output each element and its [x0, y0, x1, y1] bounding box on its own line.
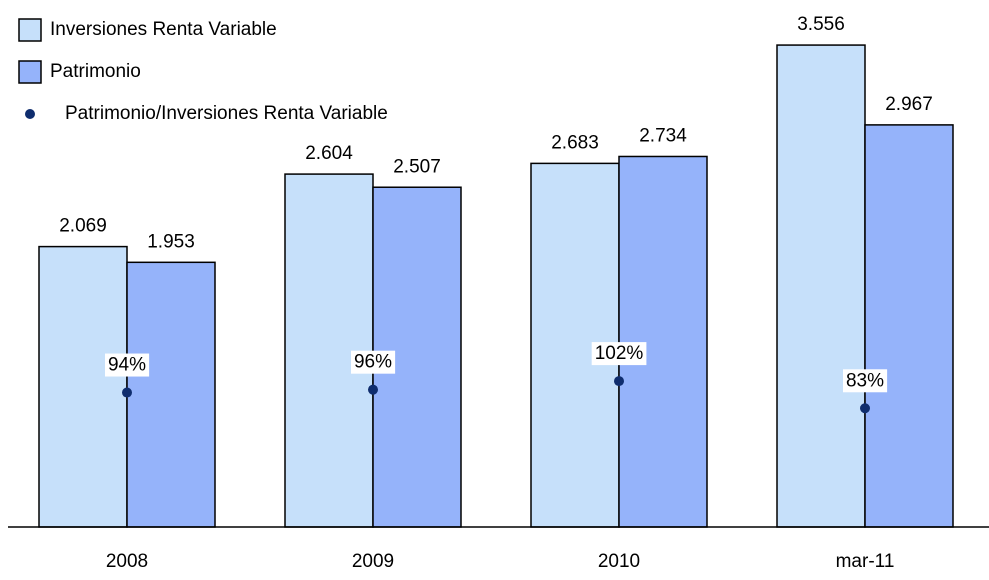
data-label: 83%: [846, 370, 884, 391]
bar: [776, 44, 866, 528]
legend-marker: [18, 60, 42, 84]
bar: [618, 155, 708, 528]
legend-marker: [18, 18, 42, 42]
bar: [864, 124, 954, 528]
data-label: 96%: [354, 352, 392, 373]
legend-marker: [25, 109, 35, 119]
data-label: 2.069: [59, 216, 107, 237]
data-label: 2.967: [885, 94, 933, 115]
data-label-bg: [104, 353, 150, 377]
data-label-bg: [591, 342, 647, 366]
legend-label: Inversiones Renta Variable: [50, 19, 277, 40]
data-label: 102%: [595, 343, 644, 364]
data-label-bg: [842, 369, 888, 393]
x-tick-label: 2008: [106, 551, 148, 572]
data-label: 2.734: [639, 125, 687, 146]
x-tick-label: mar-11: [836, 551, 895, 572]
x-tick-label: 2009: [352, 551, 394, 572]
data-label: 2.604: [305, 143, 353, 164]
bar: [126, 261, 216, 528]
dot: [614, 376, 624, 387]
data-label: 1.953: [147, 231, 195, 252]
data-label: 2.683: [551, 132, 599, 153]
x-tick-label: 2010: [598, 551, 640, 572]
dot: [368, 384, 378, 395]
bar: [284, 173, 374, 528]
data-label: 3.556: [797, 14, 845, 35]
data-label-bg: [350, 350, 396, 374]
dot: [860, 403, 870, 414]
data-label: 2.507: [393, 156, 441, 177]
data-label: 94%: [108, 355, 146, 376]
dot: [122, 387, 132, 398]
legend-label: Patrimonio: [50, 61, 141, 82]
legend-label: Patrimonio/Inversiones Renta Variable: [65, 103, 388, 124]
bar: [38, 245, 128, 528]
